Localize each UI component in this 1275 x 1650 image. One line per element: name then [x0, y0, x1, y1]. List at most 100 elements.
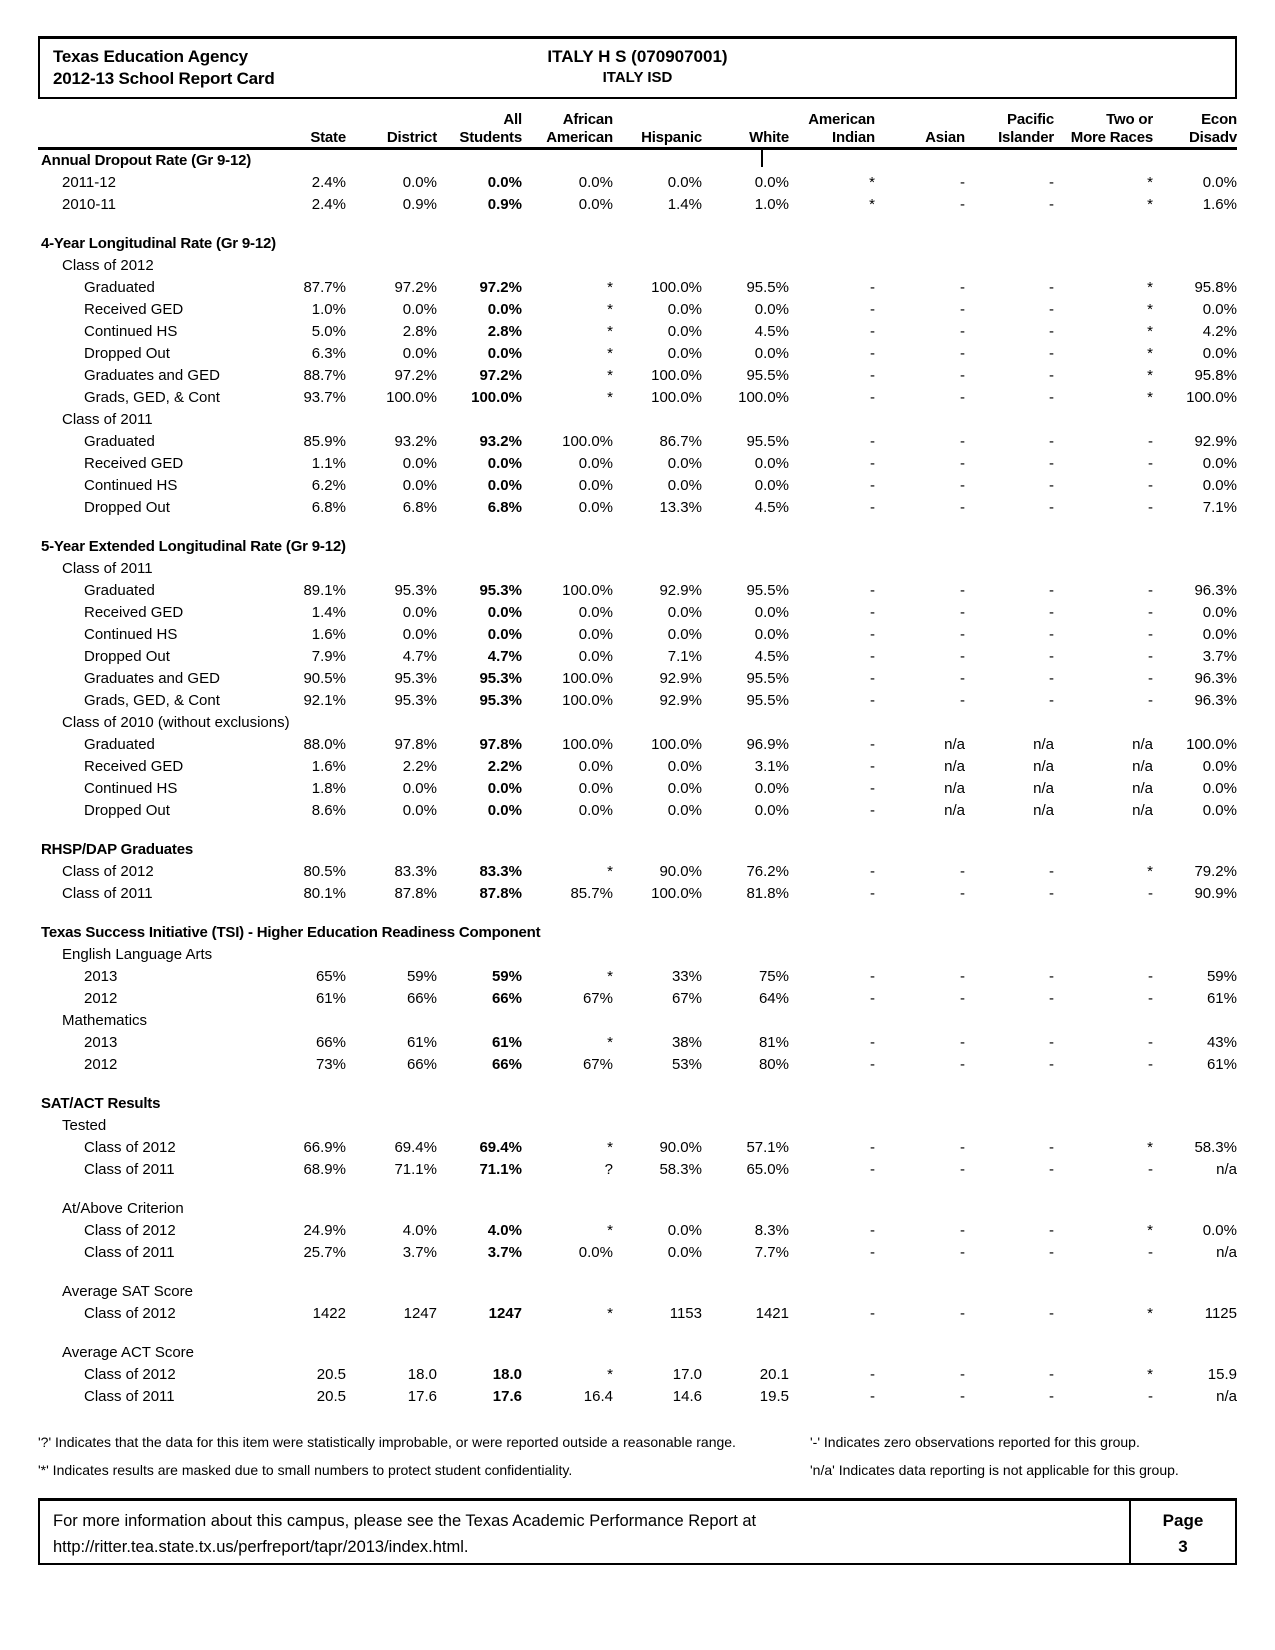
cell: * — [1147, 323, 1153, 340]
cell: 61% — [315, 990, 346, 1007]
spacer-row — [38, 1076, 1237, 1093]
column-header-row: State District All Students African American… — [38, 111, 1237, 150]
cell: - — [960, 301, 965, 318]
cell: 13.3% — [659, 499, 702, 516]
cell: 96.9% — [746, 736, 789, 753]
cell: 16.4 — [583, 1388, 613, 1405]
cell: 0.0% — [578, 499, 613, 516]
cell: * — [869, 196, 875, 213]
cell: 66% — [491, 990, 522, 1007]
row-label: Graduated — [84, 736, 155, 753]
column-header: District — [346, 111, 437, 150]
table-row: Class of 2012 66.9% 69.4% 69.4% * 90.0% 57.1% -… — [38, 1137, 1237, 1159]
table-row: Graduated 85.9% 93.2% 93.2% 100.0% 86.7% 95.5%… — [38, 431, 1237, 453]
cell: 0.0% — [402, 626, 437, 643]
cell: 0.0% — [667, 626, 702, 643]
row-label: Continued HS — [84, 477, 178, 494]
cell: 73% — [315, 1056, 346, 1073]
spacer-row — [38, 1181, 1237, 1198]
cell: 0.0% — [667, 802, 702, 819]
cell: 53% — [671, 1056, 702, 1073]
cell: - — [870, 1366, 875, 1383]
cell: - — [870, 345, 875, 362]
cell: 0.0% — [402, 802, 437, 819]
cell: - — [1148, 990, 1153, 1007]
cell: 76.2% — [746, 863, 789, 880]
subsection-label: Class of 2012 — [62, 257, 154, 274]
cell: n/a — [1132, 736, 1153, 753]
cell: * — [607, 1305, 613, 1322]
cell: 0.0% — [402, 174, 437, 191]
cell: 97.8% — [479, 736, 522, 753]
cell: 95.3% — [394, 582, 437, 599]
cell: 1247 — [488, 1305, 522, 1322]
cell: - — [870, 1222, 875, 1239]
legend: '?' Indicates that the data for this ite… — [38, 1434, 1237, 1490]
cell: - — [960, 477, 965, 494]
cell: 3.7% — [487, 1244, 522, 1261]
cell: - — [960, 885, 965, 902]
cell: - — [960, 1305, 965, 1322]
cell: 0.0% — [667, 174, 702, 191]
legend-note-zero-observations: '-' Indicates zero observations reported… — [810, 1434, 1140, 1450]
cell: 14.6 — [672, 1388, 702, 1405]
cell: 1.6% — [1202, 196, 1237, 213]
cell: 87.7% — [303, 279, 346, 296]
cell: - — [1148, 1244, 1153, 1261]
cell: 100.0% — [562, 433, 613, 450]
cell: - — [1049, 1161, 1054, 1178]
cell: - — [870, 323, 875, 340]
subsection-label: At/Above Criterion — [62, 1200, 184, 1217]
cell: - — [870, 582, 875, 599]
row-label: Graduates and GED — [84, 367, 220, 384]
cell: - — [960, 323, 965, 340]
cell: - — [960, 1034, 965, 1051]
cell: 100.0% — [651, 279, 702, 296]
cell: 0.0% — [487, 345, 522, 362]
legend-note-masked: '*' Indicates results are masked due to … — [38, 1462, 573, 1478]
cell: - — [1148, 626, 1153, 643]
cell: 100.0% — [651, 389, 702, 406]
cell: 0.0% — [578, 1244, 613, 1261]
cell: 58.3% — [659, 1161, 702, 1178]
cell: - — [1148, 582, 1153, 599]
table-row: Received GED 1.4% 0.0% 0.0% 0.0% 0.0% 0.0% - - - -… — [38, 602, 1237, 624]
cell: n/a — [1132, 802, 1153, 819]
cell: n/a — [944, 758, 965, 775]
cell: 0.0% — [667, 758, 702, 775]
cell: * — [607, 389, 613, 406]
cell: 6.8% — [311, 499, 346, 516]
column-divider-tick — [761, 147, 763, 167]
column-header: All Students — [437, 111, 522, 150]
row-label: Class of 2011 — [62, 885, 153, 902]
cell: - — [1049, 1139, 1054, 1156]
cell: 0.0% — [1202, 301, 1237, 318]
cell: 95.5% — [746, 279, 789, 296]
report-table-body: Annual Dropout Rate (Gr 9-12) 2011-12 2.4%… — [38, 149, 1237, 1409]
cell: 0.0% — [487, 477, 522, 494]
cell: 0.0% — [1202, 604, 1237, 621]
row-label: Class of 2011 — [84, 1244, 175, 1261]
cell: 95.3% — [394, 692, 437, 709]
cell: * — [1147, 301, 1153, 318]
footer-url: http://ritter.tea.state.tx.us/perfreport… — [53, 1538, 469, 1556]
cell: - — [870, 367, 875, 384]
cell: 68.9% — [303, 1161, 346, 1178]
cell: - — [960, 1388, 965, 1405]
header-left: Texas Education Agency 2012-13 School Re… — [53, 46, 275, 90]
cell: - — [960, 1161, 965, 1178]
section-label: Texas Success Initiative (TSI) - Higher … — [41, 924, 541, 941]
column-header: Pacific Islander — [965, 111, 1054, 150]
table-row: Class of 2011 80.1% 87.8% 87.8% 85.7% 100.0% 8… — [38, 883, 1237, 905]
section-header-row: RHSP/DAP Graduates — [38, 839, 1237, 861]
subsection-row: Class of 2012 — [38, 255, 1237, 277]
footer-page-cell: Page 3 — [1129, 1501, 1235, 1563]
cell: 0.0% — [667, 604, 702, 621]
spacer — [38, 519, 1237, 536]
cell: - — [1049, 1244, 1054, 1261]
cell: * — [607, 1222, 613, 1239]
cell: 20.5 — [316, 1366, 346, 1383]
cell: 95.5% — [746, 692, 789, 709]
cell: - — [960, 345, 965, 362]
